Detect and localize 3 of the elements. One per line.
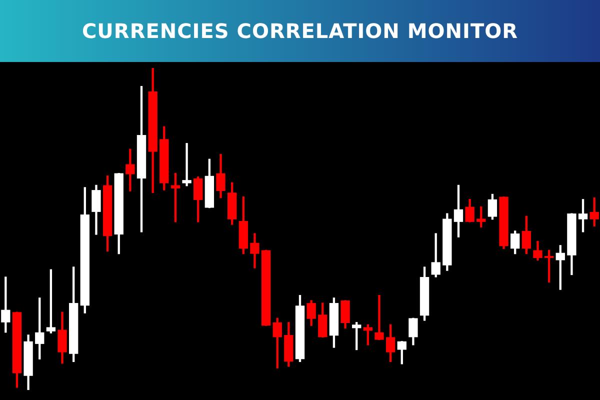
candlestick	[182, 143, 192, 186]
candlestick	[374, 295, 384, 340]
chart-title: CURRENCIES CORRELATION MONITOR	[82, 19, 518, 43]
